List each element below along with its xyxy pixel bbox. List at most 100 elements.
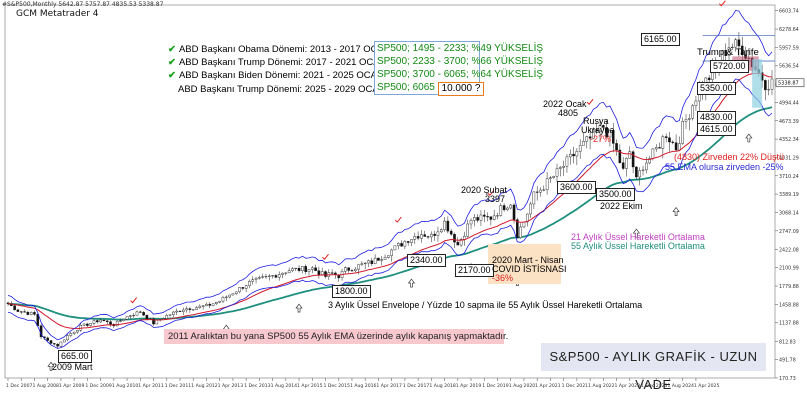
- candle-body: [512, 204, 516, 220]
- label-minus27: -27%: [590, 134, 612, 144]
- candle-body: [102, 319, 106, 322]
- time-tick-label: 1 Apr 2015: [297, 383, 323, 389]
- check-icon: ✔: [168, 57, 176, 68]
- candle-body: [661, 136, 665, 149]
- candle-body: [377, 257, 380, 261]
- ema55-line: [7, 106, 773, 321]
- candle-body: [231, 293, 235, 296]
- candle-body: [59, 341, 63, 347]
- candle-body: [572, 153, 575, 157]
- candle-body: [420, 234, 423, 239]
- candle-body: [707, 77, 711, 80]
- candle-body: [271, 275, 274, 277]
- candle-body: [155, 319, 159, 325]
- candle-body: [261, 276, 264, 278]
- candle-body: [139, 311, 142, 313]
- candle-body: [307, 269, 311, 272]
- candle-body: [172, 311, 175, 315]
- label-2022-ekim: 2022 Ekim: [600, 201, 643, 211]
- time-axis: 1 Dec 2007 1 Aug 2008 1 Apr 2009 1 Dec 2009…: [6, 378, 719, 389]
- candle-body: [360, 263, 364, 265]
- covid-line-2: COVID İSTİSNASI: [492, 264, 567, 274]
- candle-body: [281, 272, 284, 275]
- ema55-series: [7, 106, 773, 321]
- candle-body: [552, 176, 555, 178]
- label-rusya: Rusya: [583, 116, 609, 126]
- chart-grid: [4, 4, 776, 379]
- candle-body: [310, 267, 314, 270]
- covid-line-3: -36%: [492, 273, 514, 283]
- candle-body: [535, 191, 539, 193]
- candle-body: [56, 343, 59, 347]
- candle-body: [291, 268, 294, 271]
- time-tick-label: 1 Dec 2011: [165, 383, 192, 389]
- candle-body: [509, 204, 512, 209]
- candle-body: [142, 312, 145, 316]
- time-tick-label: 1 Dec 2013: [244, 383, 271, 389]
- candle-body: [129, 315, 132, 317]
- candle-body: [688, 118, 691, 120]
- red-drop-note: (4830) Zirveden 22% Düştü: [674, 152, 785, 162]
- label-trump-tarife: Trump & Tarife: [697, 47, 759, 58]
- candle-body: [681, 121, 684, 144]
- candle-body: [598, 125, 602, 132]
- checkmark-icon: [487, 189, 495, 197]
- plot-border: [4, 4, 776, 379]
- candle-body: [357, 264, 360, 270]
- time-tick-label: 1 Apr 2019: [456, 383, 482, 389]
- time-tick-label: 1 Aug 2018: [429, 383, 456, 389]
- price-tick-label: 4031.29: [779, 155, 799, 161]
- candle-body: [175, 310, 178, 313]
- time-tick-label: 1 Apr 2017: [376, 383, 402, 389]
- candle-body: [542, 189, 546, 191]
- candle-body: [466, 223, 470, 237]
- candle-body: [393, 245, 397, 251]
- candle-body: [664, 136, 668, 138]
- time-tick-label: 1 Aug 2010: [112, 383, 139, 389]
- candle-body: [350, 270, 354, 272]
- candle-body: [268, 275, 271, 277]
- time-tick-label: 1 Apr 2021: [535, 383, 561, 389]
- time-tick-label: 1 Aug 2014: [271, 383, 298, 389]
- time-tick-label: 1 Dec 2019: [482, 383, 509, 389]
- rally-line-4: SP500; 6065: [377, 82, 435, 93]
- time-tick-label: 1 Apr 2013: [218, 383, 244, 389]
- candle-body: [264, 276, 268, 278]
- candle-body: [86, 323, 89, 326]
- price-tick-label: 5636.54: [779, 64, 799, 70]
- candle-body: [416, 236, 420, 239]
- time-tick-label: 1 Dec 2023: [641, 383, 668, 389]
- candle-body: [254, 277, 258, 280]
- candle-body: [234, 291, 238, 294]
- candle-body: [582, 141, 585, 146]
- candle-body: [16, 309, 20, 312]
- candle-body: [731, 46, 734, 48]
- price-tick-label: 2422.08: [779, 247, 799, 253]
- time-tick-label: 1 Dec 2015: [324, 383, 351, 389]
- candle-body: [185, 308, 188, 311]
- candle-body: [297, 267, 301, 271]
- time-tick-label: 1 Aug 2020: [509, 383, 536, 389]
- candle-body: [638, 170, 641, 178]
- price-axis: 6603.746278.645957.595636.545315.494994.…: [775, 8, 805, 382]
- candle-body: [105, 320, 109, 322]
- candle-body: [433, 233, 436, 236]
- candle-body: [549, 177, 552, 179]
- candle-body: [198, 305, 202, 308]
- candle-body: [373, 257, 377, 264]
- candle-body: [578, 145, 582, 152]
- candle-body: [363, 262, 367, 265]
- label-3397: 3397: [485, 194, 506, 204]
- price-tick-label: 170.73: [779, 376, 796, 382]
- candle-body: [387, 255, 390, 258]
- rally-line-3: SP500; 3700 - 6065; %64 YÜKSELİŞ: [377, 69, 544, 80]
- candle-body: [66, 335, 69, 341]
- candle-body: [320, 271, 324, 275]
- time-tick-label: 1 Dec 2009: [85, 383, 112, 389]
- price-tick-label: 3068.14: [779, 210, 799, 216]
- candle-body: [740, 45, 744, 56]
- price-tick-label: 3389.19: [779, 192, 799, 198]
- candle-body: [277, 274, 281, 278]
- time-tick-label: 1 Apr 2009: [59, 383, 85, 389]
- candle-body: [473, 217, 476, 221]
